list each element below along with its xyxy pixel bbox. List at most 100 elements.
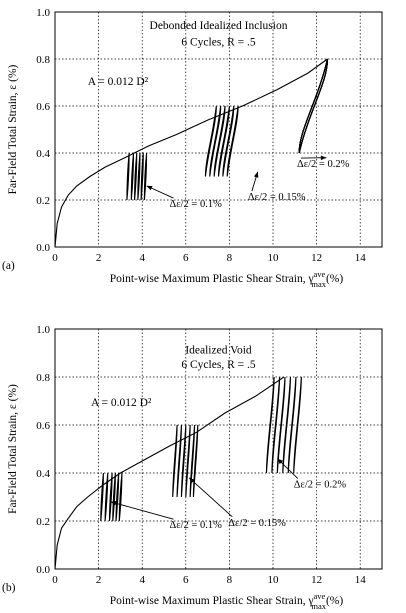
- hysteresis-loop: [226, 105, 239, 177]
- y-tick-label: 0.2: [36, 195, 50, 207]
- hysteresis-loop: [287, 376, 297, 474]
- x-axis-label-sub-b: max: [311, 601, 326, 611]
- y-tick-label: 0.8: [36, 372, 50, 384]
- y-tick-label: 0.0: [36, 564, 50, 576]
- hysteresis-loop: [265, 376, 275, 474]
- x-tick-label: 4: [139, 252, 145, 264]
- hysteresis-loop: [108, 472, 113, 522]
- x-axis-label-a: Point-wise Maximum Plastic Shear Strain,…: [110, 269, 344, 289]
- y-tick-label: 0.6: [36, 101, 50, 113]
- cycle-group: [265, 376, 302, 474]
- cycle-group: [298, 58, 329, 154]
- arrowhead: [146, 185, 153, 191]
- panel-b: 0 2 4 6 8 10 12 14 0.0 0.2 0.4 0.6 0.8 1.0 Idealized …: [2, 324, 383, 611]
- cycle-group-label: Δε/2 = 0.15%: [228, 518, 286, 529]
- grid-a: [55, 12, 382, 247]
- chart-subtitle-a: 6 Cycles, R = .5: [181, 36, 255, 48]
- x-axis-label-sup-b: ave: [314, 591, 326, 601]
- curves-a: [54, 58, 329, 248]
- cycle-group-arrow: [188, 477, 233, 518]
- hysteresis-loop: [140, 152, 144, 201]
- y-tick-label: 0.4: [36, 468, 50, 480]
- cycle-group-label: Δε/2 = 0.2%: [294, 479, 347, 490]
- x-tick-label: 12: [311, 574, 322, 586]
- hysteresis-loop: [185, 424, 191, 498]
- y-tick-label: 0.8: [36, 54, 50, 66]
- x-axis-label-unit-a: (%): [326, 273, 343, 285]
- hysteresis-loop: [137, 152, 141, 201]
- y-tick-label: 0.0: [36, 242, 50, 254]
- hysteresis-loop: [172, 424, 178, 498]
- hysteresis-loop: [115, 472, 120, 522]
- x-axis-label-main-b: Point-wise Maximum Plastic Shear Strain,…: [110, 595, 314, 607]
- panel-label-b: (b): [2, 582, 16, 594]
- hysteresis-loop: [176, 424, 182, 498]
- y-tick-label: 1.0: [36, 324, 50, 336]
- hysteresis-loop: [293, 376, 302, 474]
- group-labels-a: Δε/2 = 0.1% Δε/2 = 0.15% Δε/2 = 0.2%: [146, 155, 350, 210]
- monotonic-curve: [54, 58, 328, 248]
- x-tick-label: 0: [52, 252, 58, 264]
- cycle-group-label: Δε/2 = 0.1%: [169, 520, 222, 531]
- panel-a: 0 2 4 6 8 10 12 14 0.0 0.2 0.4 0.6 0.8 1.0 Debonded I…: [2, 7, 383, 289]
- arrowhead: [189, 477, 195, 484]
- hysteresis-loop: [271, 376, 281, 474]
- x-tick-label: 8: [227, 252, 233, 264]
- cycle-group-label: Δε/2 = 0.15%: [248, 192, 306, 203]
- cycle-group: [100, 472, 123, 522]
- y-axis-label-a: Far-Field Total Strain, ε (%): [7, 64, 19, 194]
- x-tick-label: 4: [139, 574, 145, 586]
- x-axis-label-main-a: Point-wise Maximum Plastic Shear Strain,…: [110, 273, 314, 285]
- x-tick-label: 8: [227, 574, 233, 586]
- arrowhead: [253, 171, 259, 178]
- hysteresis-loop: [217, 105, 230, 177]
- x-tick-label: 14: [355, 252, 367, 264]
- annotation-text-b: A = 0.012 D²: [91, 397, 152, 409]
- hysteresis-loop: [222, 105, 235, 177]
- x-tick-label: 14: [355, 574, 367, 586]
- cycle-group: [204, 105, 239, 177]
- ticks-b: 0 2 4 6 8 10 12 14 0.0 0.2 0.4 0.6 0.8 1.0: [36, 324, 366, 586]
- hysteresis-loop: [282, 376, 291, 474]
- x-tick-label: 2: [96, 252, 102, 264]
- arrowhead: [277, 458, 283, 465]
- y-axis-label-b: Far-Field Total Strain, ε (%): [7, 384, 19, 514]
- hysteresis-loop: [180, 424, 187, 498]
- annotation-area-a: A = 0.012 D²: [88, 76, 149, 88]
- arrowhead: [110, 501, 117, 506]
- cycle-group: [172, 424, 199, 498]
- cycle-group-label: Δε/2 = 0.1%: [169, 199, 222, 210]
- hysteresis-loop: [204, 105, 217, 177]
- x-axis-label-unit-b: (%): [326, 595, 343, 607]
- plot-frame-b: [54, 328, 383, 570]
- y-tick-label: 1.0: [36, 7, 50, 19]
- curves-b: [54, 376, 302, 570]
- x-tick-label: 6: [183, 574, 189, 586]
- cycle-group-label: Δε/2 = 0.2%: [297, 159, 350, 170]
- cycle-group-arrow: [110, 501, 174, 520]
- annotation-area-b: A = 0.012 D²: [91, 397, 152, 409]
- group-labels-b: Δε/2 = 0.1% Δε/2 = 0.15% Δε/2 = 0.2%: [110, 458, 347, 531]
- y-tick-label: 0.4: [36, 148, 50, 160]
- arrowhead: [320, 155, 327, 161]
- hysteresis-loop: [213, 105, 226, 177]
- hysteresis-loop: [209, 105, 222, 177]
- x-tick-label: 2: [96, 574, 102, 586]
- ticks-a: 0 2 4 6 8 10 12 14 0.0 0.2 0.4 0.6 0.8 1.0: [36, 7, 366, 264]
- y-tick-label: 0.6: [36, 420, 50, 432]
- x-tick-label: 12: [311, 252, 322, 264]
- x-axis-label-sup-a: ave: [314, 269, 326, 279]
- x-tick-label: 6: [183, 252, 189, 264]
- hysteresis-loop: [126, 152, 130, 201]
- chart-title-b: Idealized Void: [185, 344, 252, 356]
- x-tick-label: 10: [268, 574, 280, 586]
- y-tick-label: 0.2: [36, 516, 50, 528]
- hysteresis-loop: [276, 376, 286, 474]
- hysteresis-loop: [104, 472, 109, 522]
- hysteresis-loop: [112, 472, 116, 522]
- hysteresis-loop: [130, 152, 135, 201]
- hysteresis-loop: [298, 58, 329, 154]
- hysteresis-loop: [134, 152, 138, 201]
- hysteresis-loop: [118, 472, 123, 522]
